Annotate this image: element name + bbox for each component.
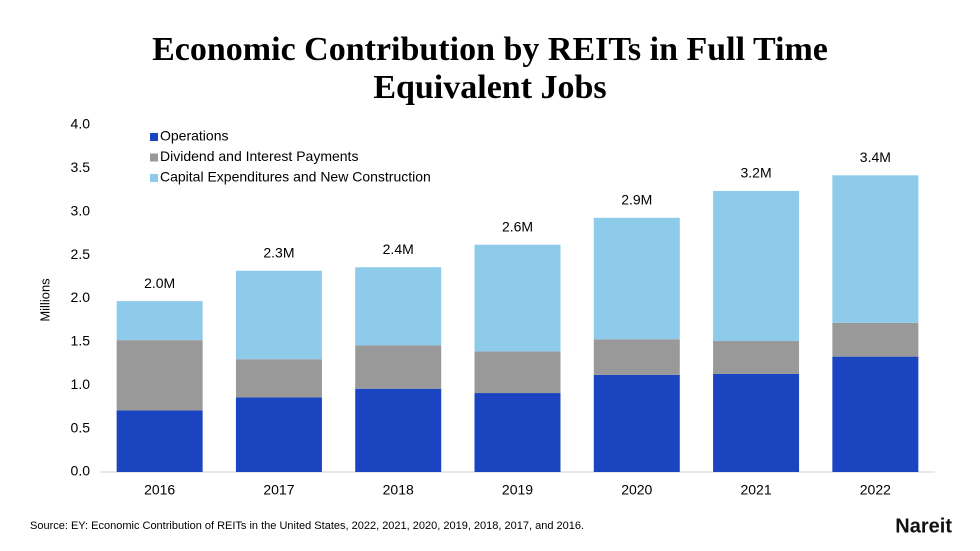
bar-segment: [474, 244, 561, 352]
total-label: 2.9M: [621, 192, 652, 208]
y-tick-label: 1.5: [71, 333, 91, 349]
logo: Nareit: [895, 515, 952, 537]
bar-segment: [355, 267, 442, 346]
y-tick-label: 4.0: [71, 116, 91, 132]
bar-segment: [713, 341, 800, 374]
total-label: 2.4M: [383, 241, 414, 257]
bar-segment: [474, 351, 561, 394]
bar-segment: [713, 190, 800, 342]
y-tick-label: 0.5: [71, 419, 91, 435]
x-tick-label: 2021: [740, 482, 771, 498]
bar-segment: [474, 393, 561, 472]
x-tick-label: 2019: [502, 482, 533, 498]
bar-segment: [116, 340, 203, 411]
bar-segment: [116, 301, 203, 341]
bar-segment: [832, 175, 919, 323]
legend-label: Dividend and Interest Payments: [160, 148, 358, 164]
bar-segment: [235, 397, 322, 472]
total-label: 2.0M: [144, 275, 175, 291]
bar-segment: [593, 374, 680, 472]
bar-segment: [116, 410, 203, 472]
bar-segment: [593, 339, 680, 375]
legend-swatch: [150, 174, 158, 182]
source-note: Source: EY: Economic Contribution of REI…: [30, 520, 584, 532]
y-tick-label: 3.0: [71, 202, 91, 218]
total-label: 2.6M: [502, 218, 533, 234]
bar-segment: [355, 345, 442, 389]
bar-segment: [832, 322, 919, 357]
bar-segment: [593, 217, 680, 340]
total-label: 3.2M: [741, 165, 772, 181]
legend-swatch: [150, 153, 158, 162]
bar-segment: [713, 373, 800, 472]
y-tick-label: 2.0: [71, 289, 91, 305]
x-tick-label: 2020: [621, 482, 652, 498]
bar-segment: [832, 356, 919, 472]
x-tick-label: 2018: [383, 482, 414, 498]
total-label: 2.3M: [263, 244, 294, 260]
bar-segment: [235, 359, 322, 398]
y-tick-label: 3.5: [71, 159, 91, 175]
legend-swatch: [150, 133, 158, 141]
y-tick-label: 2.5: [71, 246, 91, 262]
chart-title: Economic Contribution by REITs in Full T…: [152, 31, 828, 106]
bar-segment: [355, 388, 442, 472]
bar-segment: [235, 270, 322, 360]
total-label: 3.4M: [860, 149, 891, 165]
x-tick-label: 2022: [860, 482, 891, 498]
x-tick-label: 2017: [263, 482, 294, 498]
x-tick-label: 2016: [144, 482, 175, 498]
y-tick-label: 0.0: [71, 463, 91, 479]
y-axis-label: Millions: [37, 278, 52, 322]
legend-label: Operations: [160, 128, 228, 144]
legend-label: Capital Expenditures and New Constructio…: [160, 169, 431, 185]
y-tick-label: 1.0: [71, 376, 91, 392]
